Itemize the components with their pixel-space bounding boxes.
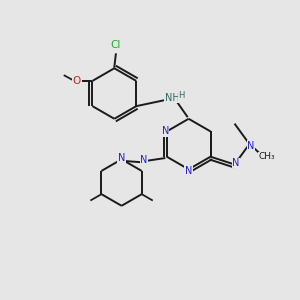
Text: Cl: Cl xyxy=(111,40,121,50)
Text: N: N xyxy=(232,158,240,168)
Text: N: N xyxy=(185,166,192,176)
Text: NH: NH xyxy=(165,93,180,103)
Text: O: O xyxy=(73,76,81,86)
Text: H: H xyxy=(178,91,185,100)
Text: N: N xyxy=(140,155,148,165)
Text: CH₃: CH₃ xyxy=(258,152,274,161)
Text: N: N xyxy=(247,140,255,151)
Text: N: N xyxy=(118,153,125,163)
Text: N: N xyxy=(162,126,169,136)
